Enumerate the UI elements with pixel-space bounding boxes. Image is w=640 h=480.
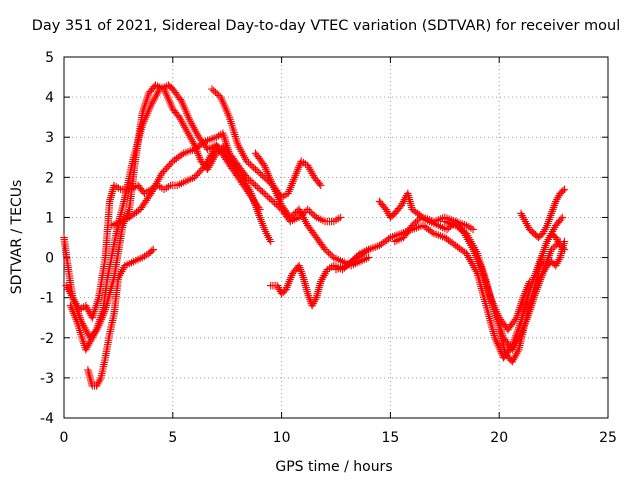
x-tick-label: 10 xyxy=(273,430,291,446)
data-point xyxy=(549,259,557,267)
data-point xyxy=(559,186,567,195)
y-tick-label: -4 xyxy=(40,411,54,427)
data-point xyxy=(557,215,565,223)
y-tick-label: -1 xyxy=(40,291,54,307)
x-tick-label: 0 xyxy=(60,430,69,446)
data-point xyxy=(469,225,477,234)
data-point xyxy=(167,84,176,92)
data-point xyxy=(389,211,398,219)
series-arc-15 xyxy=(495,237,569,366)
series-arc-3 xyxy=(66,81,242,354)
data-point xyxy=(166,82,174,91)
data-point xyxy=(556,189,564,198)
y-tick-label: -3 xyxy=(40,371,54,387)
data-point xyxy=(547,229,556,238)
data-point xyxy=(530,229,538,238)
data-point xyxy=(317,181,325,190)
data-point xyxy=(279,288,287,297)
series-arc-13 xyxy=(517,185,569,242)
y-tick-label: 2 xyxy=(45,170,54,186)
series-arc-10 xyxy=(375,189,477,234)
series-arc-7 xyxy=(251,149,325,202)
data-point xyxy=(164,81,173,89)
series-arc-4 xyxy=(84,245,157,390)
data-point xyxy=(148,247,156,255)
data-point xyxy=(543,261,551,270)
y-tick-label: 4 xyxy=(45,90,54,106)
data-point xyxy=(525,225,534,234)
data-point xyxy=(149,245,157,254)
data-point xyxy=(266,237,275,246)
data-point xyxy=(549,231,557,239)
y-tick-label: 5 xyxy=(45,50,54,66)
x-tick-label: 20 xyxy=(490,430,508,446)
series-arc-12 xyxy=(441,217,564,354)
data-point xyxy=(527,227,535,235)
data-points xyxy=(60,81,569,390)
data-point xyxy=(560,237,569,246)
data-point xyxy=(558,213,567,222)
y-tick-label: 0 xyxy=(45,251,54,267)
series-arc-8 xyxy=(266,245,373,310)
x-tick-label: 5 xyxy=(168,430,177,446)
x-tick-label: 15 xyxy=(381,430,399,446)
series-arc-5 xyxy=(108,129,345,230)
y-tick-label: -2 xyxy=(40,331,54,347)
y-tick-label: 1 xyxy=(45,210,54,226)
axis-ticks: 0 5 10 15 20 25 -4 -3 -2 -1 0 1 2 3 4 5 xyxy=(40,50,617,446)
y-axis-label: SDTVAR / TECUs xyxy=(9,180,25,295)
data-point xyxy=(364,253,373,262)
y-tick-label: 3 xyxy=(45,130,54,146)
data-point xyxy=(536,232,544,240)
data-point xyxy=(315,180,324,188)
chart-title: Day 351 of 2021, Sidereal Day-to-day VTE… xyxy=(32,18,620,34)
data-point xyxy=(525,277,534,286)
data-point xyxy=(336,213,345,222)
data-point xyxy=(277,289,286,298)
data-point xyxy=(388,212,396,220)
x-axis-label: GPS time / hours xyxy=(275,459,392,475)
series-arc-6 xyxy=(208,85,373,270)
x-tick-label: 25 xyxy=(599,430,617,446)
data-point xyxy=(534,233,543,242)
data-point xyxy=(560,185,569,194)
